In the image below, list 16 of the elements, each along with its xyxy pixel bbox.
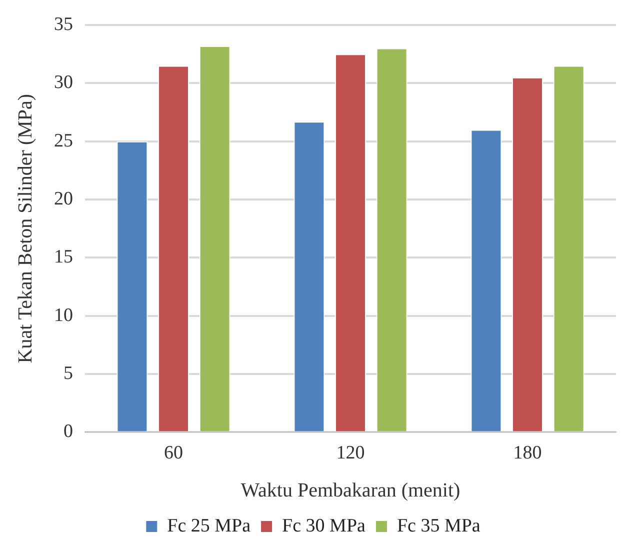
x-tick-label: 60 bbox=[164, 442, 183, 464]
y-tick-label: 35 bbox=[54, 14, 73, 35]
y-tick-label: 10 bbox=[54, 304, 73, 326]
y-tick-label: 25 bbox=[54, 130, 73, 152]
y-axis-title: Kuat Tekan Beton Silinder (MPa) bbox=[14, 94, 36, 364]
y-tick-label: 30 bbox=[54, 72, 73, 94]
y-tick-label: 5 bbox=[64, 363, 73, 384]
y-tick-label: 15 bbox=[54, 246, 73, 268]
legend-label: Fc 35 MPa bbox=[396, 515, 481, 536]
x-axis-title: Waktu Pembakaran (menit) bbox=[240, 479, 460, 502]
y-tick-label: 0 bbox=[64, 421, 73, 442]
legend-label: Fc 30 MPa bbox=[282, 515, 366, 536]
x-tick-label: 120 bbox=[336, 442, 365, 464]
y-tick-label: 20 bbox=[54, 188, 73, 210]
x-tick-label: 180 bbox=[513, 442, 542, 464]
legend-label: Fc 25 MPa bbox=[167, 515, 252, 536]
